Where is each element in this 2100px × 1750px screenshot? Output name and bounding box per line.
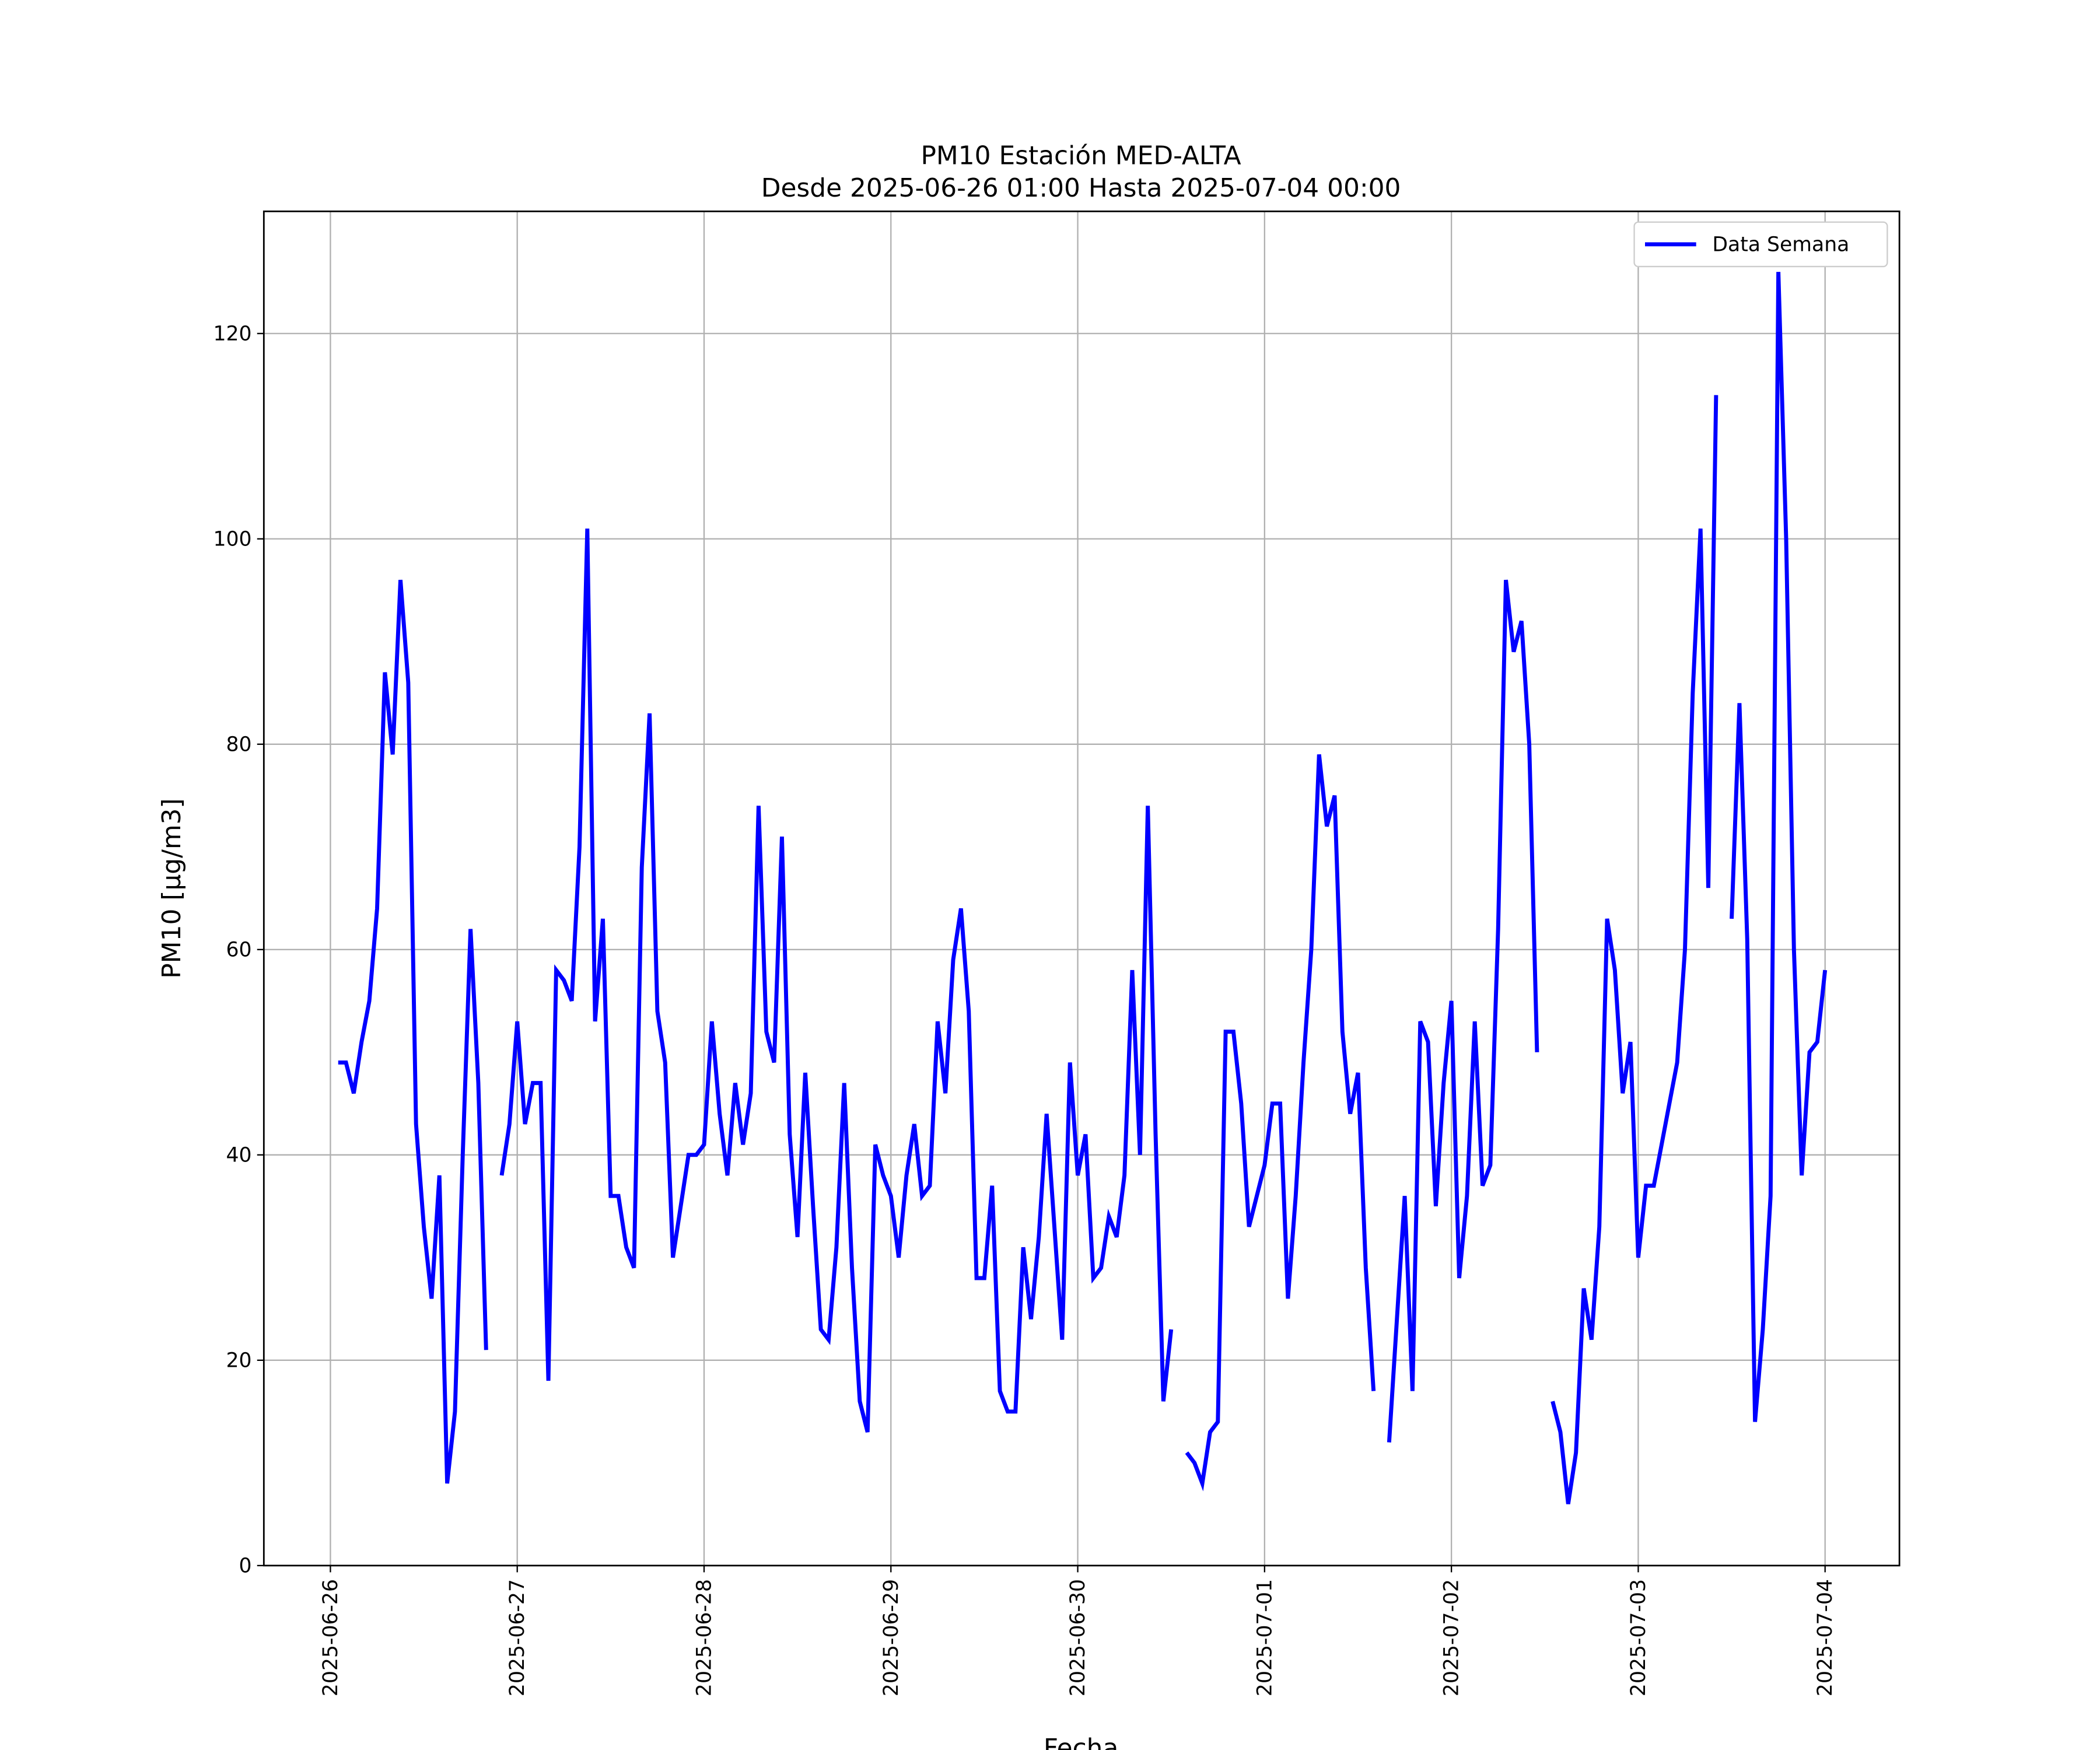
x-tick-label: 2025-06-30 [1066, 1579, 1090, 1696]
x-tick-label: 2025-07-03 [1627, 1579, 1650, 1696]
y-tick-label: 20 [226, 1349, 251, 1372]
chart-title: PM10 Estación MED-ALTA [921, 141, 1241, 171]
x-tick-label: 2025-07-02 [1440, 1579, 1464, 1696]
legend-box [1633, 221, 1888, 268]
data-line [338, 272, 1828, 1504]
x-tick-label: 2025-06-27 [506, 1579, 529, 1696]
y-tick-label: 60 [226, 938, 251, 961]
y-tick-label: 40 [226, 1143, 251, 1167]
legend-label: Data Semana [1712, 233, 1849, 256]
x-tick-label: 2025-06-26 [319, 1579, 342, 1696]
y-tick-label: 100 [213, 527, 251, 551]
y-tick-label: 0 [239, 1554, 252, 1577]
y-tick-label: 120 [213, 322, 251, 345]
x-axis-label: Fecha [1044, 1734, 1119, 1750]
x-tick-label: 2025-06-28 [693, 1579, 716, 1696]
x-tick-label: 2025-07-01 [1253, 1579, 1276, 1696]
chart-subtitle: Desde 2025-06-26 01:00 Hasta 2025-07-04 … [761, 173, 1401, 203]
x-tick-label: 2025-06-29 [880, 1579, 903, 1696]
legend: Data Semana [1633, 221, 1888, 268]
x-tick-label: 2025-07-04 [1814, 1579, 1837, 1696]
y-tick-label: 80 [226, 733, 251, 756]
plot-frame [262, 210, 1901, 1567]
y-axis-label: PM10 [μg/m3] [157, 798, 187, 978]
